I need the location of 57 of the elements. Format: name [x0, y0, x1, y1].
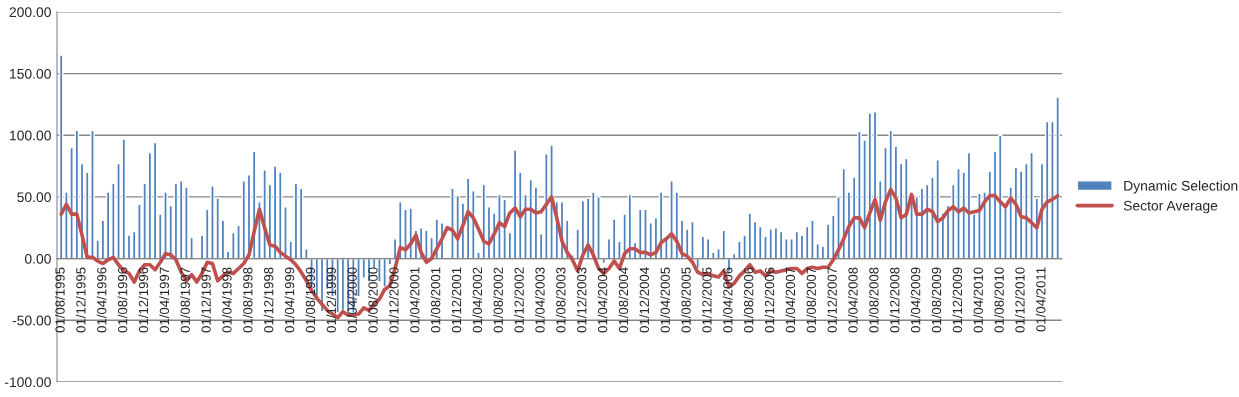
x-tick-label: 01/04/2001 [409, 267, 420, 333]
x-tick-label: 01/08/2005 [681, 267, 691, 333]
y-tick-label: -50.00 [12, 315, 51, 326]
x-tick-label: 01/12/2009 [952, 267, 963, 333]
x-tick-label: 01/04/1998 [221, 267, 232, 333]
x-tick-label: 01/04/2006 [722, 267, 733, 333]
x-tick-label: 01/08/2009 [931, 267, 942, 333]
x-tick-label: 01/04/1999 [284, 267, 295, 333]
x-tick-label: 01/12/2002 [514, 267, 524, 333]
x-tick-label: 01/08/2002 [493, 267, 503, 333]
x-tick-label: 01/08/2007 [806, 267, 816, 333]
y-tick-label: 200.00 [9, 7, 51, 18]
y-tick-label: 100.00 [10, 130, 51, 141]
x-tick-label: 01/04/2007 [785, 267, 796, 333]
x-tick-label: 01/08/1998 [242, 267, 253, 333]
x-tick-label: 01/08/1997 [180, 267, 190, 333]
x-tick-label: 01/12/1995 [75, 267, 86, 333]
x-tick-label: 01/04/2010 [973, 267, 983, 333]
x-tick-label: 01/04/1996 [96, 267, 107, 333]
x-tick-label: 01/12/2001 [451, 267, 462, 333]
x-tick-label: 01/08/2006 [743, 267, 754, 333]
x-tick-label: 01/12/2004 [639, 267, 650, 333]
x-tick-label: 01/04/2011 [1035, 267, 1046, 332]
x-tick-label: 01/12/2005 [701, 267, 712, 333]
x-tick-label: 01/04/1997 [159, 267, 170, 333]
x-tick-label: 01/04/2000 [347, 267, 357, 333]
x-tick-label: 01/04/2004 [597, 267, 608, 333]
x-tick-label: 01/12/2010 [1014, 267, 1025, 333]
x-tick-label: 01/12/1999 [326, 267, 336, 333]
y-tick-label: 50.00 [17, 192, 51, 203]
y-tick-label: -100.00 [4, 377, 51, 388]
x-tick-label: 01/08/2003 [555, 267, 566, 333]
legend-label: Sector Average [1123, 200, 1218, 214]
y-tick-label: 0.00 [24, 253, 51, 264]
x-tick-label: 01/12/2000 [388, 267, 399, 333]
x-tick-label: 01/04/2002 [472, 267, 483, 333]
x-tick-label: 01/04/2009 [910, 267, 921, 333]
x-tick-label: 01/12/2008 [889, 267, 900, 333]
x-tick-label: 01/08/2004 [618, 267, 629, 333]
x-tick-label: 01/08/2010 [994, 267, 1004, 333]
x-tick-label: 01/12/2007 [827, 267, 837, 333]
y-tick-label: 150.00 [10, 68, 51, 79]
x-tick-label: 01/08/1995 [55, 267, 65, 333]
legend-label: Dynamic Selection [1124, 180, 1238, 194]
x-tick-label: 01/12/1997 [201, 267, 211, 333]
x-tick-label: 01/08/1996 [117, 267, 128, 333]
x-tick-label: 01/12/2006 [764, 267, 775, 333]
x-tick-label: 01/12/1996 [138, 267, 149, 333]
x-tick-label: 01/08/1999 [305, 267, 316, 333]
x-tick-label: 01/12/1998 [263, 267, 274, 333]
x-tick-label: 01/12/2003 [576, 267, 587, 333]
x-tick-label: 01/08/2008 [868, 267, 879, 333]
x-tick-label: 01/08/2000 [368, 267, 378, 333]
x-tick-label: 01/08/2001 [430, 267, 441, 333]
x-tick-label: 01/04/2003 [535, 267, 545, 333]
x-tick-label: 01/04/2005 [660, 267, 670, 333]
x-tick-label: 01/04/2008 [848, 267, 858, 333]
